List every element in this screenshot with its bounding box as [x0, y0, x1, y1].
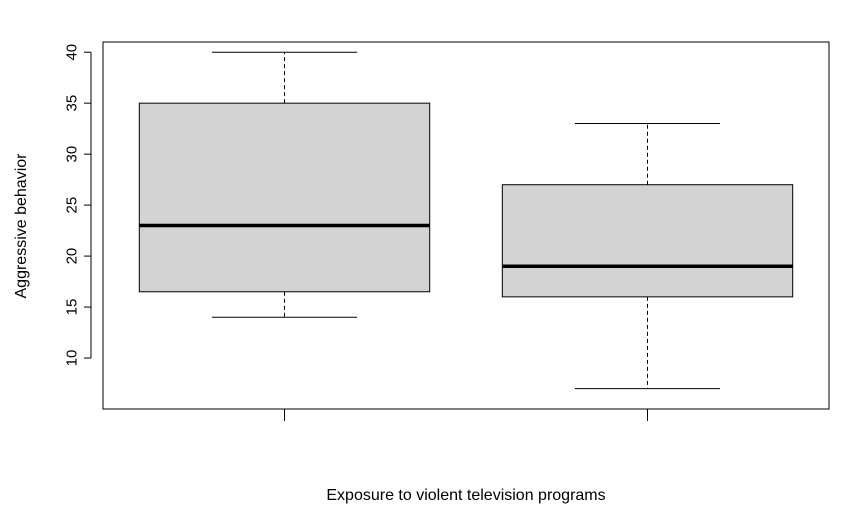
y-tick-label: 10: [64, 350, 81, 367]
y-tick-label: 15: [64, 299, 81, 316]
y-tick-label: 25: [64, 197, 81, 214]
box-group: [138, 51, 431, 318]
y-axis: 10 15 20 25 30 35 40: [64, 44, 92, 367]
y-tick-label: 35: [64, 95, 81, 112]
box-iqr: [501, 184, 794, 298]
y-tick-label: 40: [64, 44, 81, 61]
x-axis: [284, 408, 648, 421]
y-tick-label: 30: [64, 146, 81, 163]
x-axis-label: Exposure to violent television programs: [326, 487, 605, 504]
box-group: [501, 123, 794, 390]
box-iqr: [138, 102, 431, 293]
y-tick-label: 20: [64, 248, 81, 265]
boxes: [138, 51, 794, 390]
y-axis-label: Aggressive behavior: [13, 153, 30, 299]
